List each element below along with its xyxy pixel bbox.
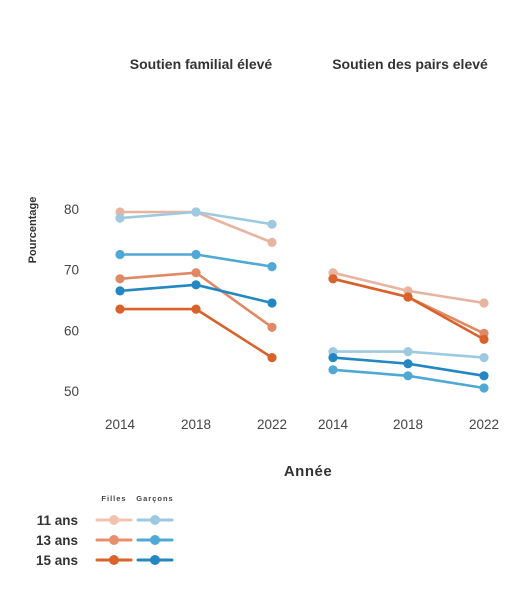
data-point — [479, 353, 489, 363]
data-point — [115, 249, 125, 260]
data-point — [115, 304, 125, 314]
y-tick-label: 60 — [64, 323, 79, 338]
x-tick-label: 2018 — [393, 417, 423, 432]
data-point — [267, 298, 277, 308]
y-tick-label: 70 — [64, 263, 79, 278]
data-point — [267, 237, 277, 247]
legend-swatch-marker — [109, 535, 119, 545]
x-tick-label: 2014 — [318, 417, 349, 432]
y-tick-label: 50 — [64, 384, 79, 399]
data-point — [328, 365, 338, 375]
data-point — [328, 274, 338, 284]
data-point — [479, 298, 489, 308]
data-point — [403, 371, 413, 381]
y-axis-label: Pourcentage — [27, 197, 39, 264]
data-point — [403, 359, 413, 369]
legend-swatch-marker — [109, 555, 119, 565]
y-tick-label: 80 — [64, 202, 79, 217]
data-point — [115, 213, 125, 223]
data-point — [115, 286, 125, 296]
data-point — [191, 280, 201, 290]
data-point — [479, 383, 489, 393]
data-point — [267, 262, 277, 272]
data-point — [191, 304, 201, 314]
data-point — [191, 268, 201, 278]
panel-title-family: Soutien familial élevé — [130, 56, 273, 72]
data-point — [479, 371, 489, 381]
x-axis-label: Année — [284, 463, 332, 480]
legend-swatch-marker — [150, 515, 160, 525]
data-point — [479, 334, 489, 344]
data-point — [328, 353, 338, 363]
legend-row-label: 13 ans — [36, 533, 78, 548]
data-point — [191, 249, 201, 260]
data-point — [267, 219, 277, 229]
legend-row-label: 11 ans — [37, 513, 78, 528]
data-point — [267, 322, 277, 332]
data-point — [267, 353, 277, 363]
data-point — [191, 207, 201, 217]
x-tick-label: 2018 — [181, 417, 211, 432]
legend-row-label: 15 ans — [36, 553, 78, 568]
data-point — [403, 292, 413, 302]
panel-title-peers: Soutien des pairs elevé — [332, 56, 488, 72]
x-tick-label: 2022 — [257, 417, 287, 432]
legend-swatch-marker — [150, 535, 160, 545]
legend-header: Garçons — [136, 494, 173, 503]
legend-header: Filles — [101, 494, 126, 503]
data-point — [403, 347, 413, 357]
series-line — [118, 307, 274, 359]
legend-swatch-marker — [109, 515, 119, 525]
x-tick-label: 2014 — [105, 417, 136, 432]
data-point — [115, 274, 125, 284]
legend-swatch-marker — [150, 555, 160, 565]
x-tick-label: 2022 — [469, 417, 499, 432]
